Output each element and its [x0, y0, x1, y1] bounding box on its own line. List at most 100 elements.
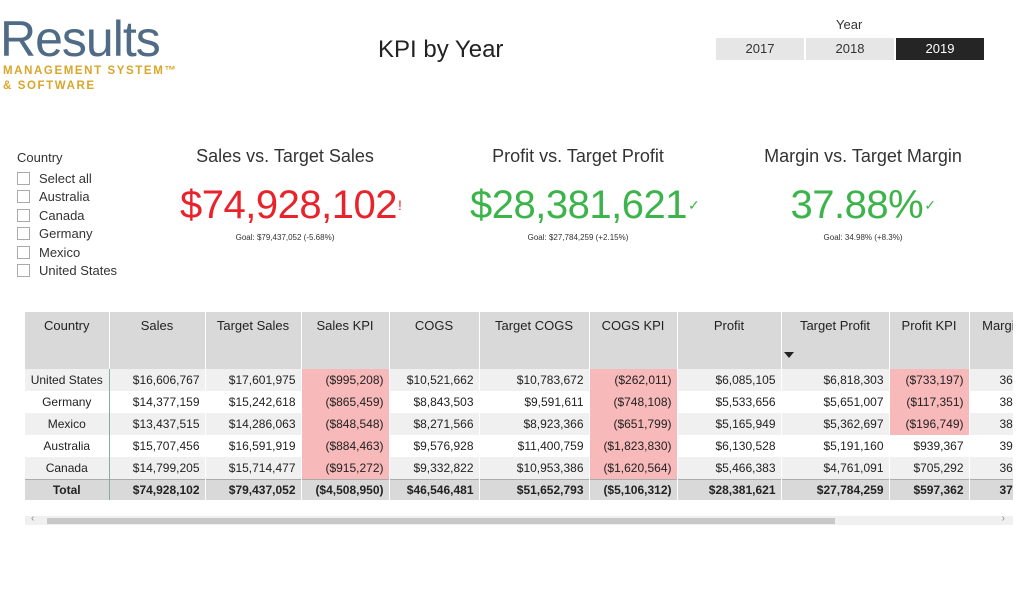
cell: $46,546,481: [389, 479, 480, 500]
country-option-label: Mexico: [39, 244, 81, 260]
checkbox[interactable]: [17, 208, 30, 222]
year-slicer: 2017 2018 2019: [716, 38, 984, 60]
cell: $10,953,386: [479, 457, 590, 480]
col-header-margin[interactable]: Margin: [969, 312, 1013, 369]
cell: ($915,272): [301, 457, 390, 480]
cell: $6,130,528: [677, 435, 782, 457]
col-header-cogs[interactable]: COGS: [389, 312, 480, 369]
country-option-select-all[interactable]: Select all: [17, 169, 117, 188]
kpi-value: 37.88%: [790, 183, 924, 227]
country-option-canada[interactable]: Canada: [17, 206, 117, 225]
cell: $51,652,793: [479, 479, 590, 500]
scrollbar-thumb[interactable]: [47, 518, 835, 524]
scroll-right-icon[interactable]: ›: [1001, 513, 1005, 524]
checkbox[interactable]: [17, 227, 30, 241]
checkbox[interactable]: [17, 190, 30, 204]
cell: $8,843,503: [389, 391, 480, 413]
cell: $16,591,919: [205, 435, 302, 457]
cell: ($196,749): [889, 413, 970, 435]
country-option-australia[interactable]: Australia: [17, 188, 117, 207]
checkbox[interactable]: [17, 171, 30, 185]
cell: $14,799,205: [109, 457, 206, 480]
col-header-target-cogs[interactable]: Target COGS: [479, 312, 590, 369]
cell: ($1,620,564): [589, 457, 678, 480]
cell: $15,242,618: [205, 391, 302, 413]
alert-icon: !: [397, 197, 402, 213]
kpi-value-wrap: 37.88%✓: [755, 183, 971, 227]
kpi-title: Sales vs. Target Sales: [196, 146, 374, 166]
cell: $15,714,477: [205, 457, 302, 480]
table-row: Canada $14,799,205 $15,714,477 ($915,272…: [25, 457, 1013, 480]
col-header-profit[interactable]: Profit: [677, 312, 782, 369]
col-header-sales[interactable]: Sales: [109, 312, 206, 369]
cell: $16,606,767: [109, 369, 206, 391]
table-row: Germany $14,377,159 $15,242,618 ($865,45…: [25, 391, 1013, 413]
cell: ($5,106,312): [589, 479, 678, 500]
cell: $79,437,052: [205, 479, 302, 500]
cell: ($651,799): [589, 413, 678, 435]
table-total-row: Total $74,928,102 $79,437,052 ($4,508,95…: [25, 479, 1013, 500]
checkbox[interactable]: [17, 264, 30, 278]
cell: $4,761,091: [781, 457, 890, 480]
kpi-goal: Goal: $27,784,259 (+2.15%): [527, 233, 629, 242]
cell: Australia: [25, 435, 110, 457]
cell: 37.88: [969, 479, 1013, 500]
cell: ($262,011): [589, 369, 678, 391]
cell: $5,533,656: [677, 391, 782, 413]
cell: $5,651,007: [781, 391, 890, 413]
cell: $10,783,672: [479, 369, 590, 391]
kpi-value: $28,381,621: [470, 183, 687, 227]
sort-descending-icon[interactable]: [784, 352, 794, 358]
country-option-mexico[interactable]: Mexico: [17, 243, 117, 262]
country-option-germany[interactable]: Germany: [17, 225, 117, 244]
col-header-country[interactable]: Country: [25, 312, 110, 369]
cell: $5,466,383: [677, 457, 782, 480]
country-option-label: Germany: [39, 226, 93, 242]
col-header-target-profit[interactable]: Target Profit: [781, 312, 890, 369]
cell: $8,271,566: [389, 413, 480, 435]
cell: ($117,351): [889, 391, 970, 413]
cell: $17,601,975: [205, 369, 302, 391]
cell: ($995,208): [301, 369, 390, 391]
cell: $74,928,102: [109, 479, 206, 500]
cell: ($848,548): [301, 413, 390, 435]
cell: $597,362: [889, 479, 970, 500]
cell: $14,377,159: [109, 391, 206, 413]
cell: $9,332,822: [389, 457, 480, 480]
kpi-table[interactable]: Country Sales Target Sales Sales KPI COG…: [25, 312, 1013, 500]
year-option-2018[interactable]: 2018: [806, 38, 894, 60]
table-header-row: Country Sales Target Sales Sales KPI COG…: [25, 312, 1013, 369]
checkbox[interactable]: [17, 245, 30, 259]
kpi-value: $74,928,102: [180, 183, 397, 227]
cell: ($4,508,950): [301, 479, 390, 500]
kpi-title: Margin vs. Target Margin: [764, 146, 962, 166]
cell: $6,818,303: [781, 369, 890, 391]
kpi-title: Profit vs. Target Profit: [492, 146, 664, 166]
cell: $10,521,662: [389, 369, 480, 391]
cell: ($1,823,830): [589, 435, 678, 457]
year-option-2019[interactable]: 2019: [896, 38, 984, 60]
cell: $5,191,160: [781, 435, 890, 457]
cell: United States: [25, 369, 110, 391]
cell: 39.03: [969, 435, 1013, 457]
kpi-card-margin: Margin vs. Target Margin 37.88%✓ Goal: 3…: [755, 146, 971, 242]
cell: $27,784,259: [781, 479, 890, 500]
scroll-left-icon[interactable]: ‹: [31, 513, 35, 524]
country-option-label: Canada: [39, 207, 85, 223]
cell: Mexico: [25, 413, 110, 435]
col-header-profit-kpi[interactable]: Profit KPI: [889, 312, 970, 369]
horizontal-scrollbar[interactable]: ‹ ›: [25, 513, 1013, 525]
country-option-united-states[interactable]: United States: [17, 262, 117, 281]
cell: ($748,108): [589, 391, 678, 413]
col-header-cogs-kpi[interactable]: COGS KPI: [589, 312, 678, 369]
col-header-target-sales[interactable]: Target Sales: [205, 312, 302, 369]
country-option-label: United States: [39, 263, 118, 279]
page-title: KPI by Year: [378, 36, 504, 63]
kpi-value-wrap: $74,928,102!: [180, 183, 402, 227]
table-row: Mexico $13,437,515 $14,286,063 ($848,548…: [25, 413, 1013, 435]
cell: $9,591,611: [479, 391, 590, 413]
cell: ($865,459): [301, 391, 390, 413]
col-header-sales-kpi[interactable]: Sales KPI: [301, 312, 390, 369]
cell: $13,437,515: [109, 413, 206, 435]
year-option-2017[interactable]: 2017: [716, 38, 804, 60]
